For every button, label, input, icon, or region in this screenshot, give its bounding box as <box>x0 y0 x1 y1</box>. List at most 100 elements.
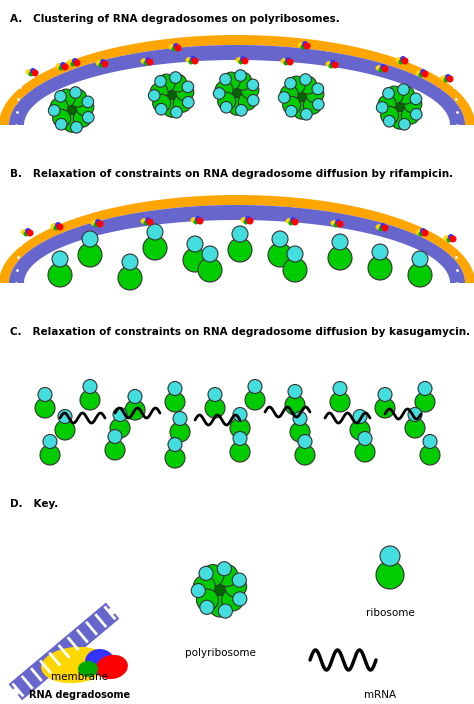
Circle shape <box>303 42 310 49</box>
Ellipse shape <box>416 229 425 235</box>
Circle shape <box>43 434 57 448</box>
Circle shape <box>228 238 252 262</box>
Circle shape <box>285 57 291 63</box>
Circle shape <box>337 220 344 227</box>
Circle shape <box>412 251 428 267</box>
Circle shape <box>183 248 207 272</box>
Circle shape <box>105 440 125 460</box>
Circle shape <box>444 77 448 82</box>
Circle shape <box>80 390 100 410</box>
Circle shape <box>113 408 127 422</box>
Ellipse shape <box>95 60 104 66</box>
Circle shape <box>408 408 422 422</box>
Circle shape <box>202 565 224 586</box>
Circle shape <box>217 562 231 576</box>
Circle shape <box>197 218 203 225</box>
Circle shape <box>125 400 145 420</box>
Ellipse shape <box>20 229 29 235</box>
Circle shape <box>28 72 34 77</box>
Text: membrane: membrane <box>52 672 109 682</box>
Circle shape <box>301 44 306 49</box>
Circle shape <box>209 595 231 617</box>
Circle shape <box>216 565 238 586</box>
Circle shape <box>200 601 214 615</box>
Circle shape <box>380 223 386 229</box>
Circle shape <box>55 222 61 228</box>
Circle shape <box>168 437 182 451</box>
Circle shape <box>248 379 262 394</box>
Circle shape <box>70 87 82 99</box>
Ellipse shape <box>140 218 149 224</box>
Circle shape <box>268 243 292 267</box>
Circle shape <box>312 99 324 110</box>
Circle shape <box>306 85 324 103</box>
Circle shape <box>24 232 28 237</box>
Ellipse shape <box>298 42 307 48</box>
Circle shape <box>380 64 386 70</box>
Circle shape <box>289 220 293 225</box>
Circle shape <box>55 420 75 440</box>
Circle shape <box>173 412 187 425</box>
Circle shape <box>379 68 383 73</box>
Circle shape <box>299 76 317 94</box>
Circle shape <box>225 575 246 597</box>
Circle shape <box>236 104 247 116</box>
Circle shape <box>202 246 218 262</box>
Circle shape <box>48 263 72 287</box>
Circle shape <box>27 230 34 237</box>
Circle shape <box>233 592 247 606</box>
Circle shape <box>169 74 187 92</box>
Ellipse shape <box>51 223 60 229</box>
Circle shape <box>72 58 78 64</box>
Circle shape <box>398 84 410 95</box>
Circle shape <box>330 392 350 412</box>
Circle shape <box>378 387 392 401</box>
Circle shape <box>447 75 454 82</box>
Circle shape <box>419 232 423 237</box>
Circle shape <box>383 115 395 127</box>
Circle shape <box>48 105 60 116</box>
Ellipse shape <box>444 235 453 241</box>
Circle shape <box>332 234 348 250</box>
Circle shape <box>146 58 154 65</box>
Circle shape <box>189 60 193 65</box>
Circle shape <box>245 390 265 410</box>
Circle shape <box>399 118 410 130</box>
Circle shape <box>293 412 307 425</box>
Circle shape <box>182 96 194 108</box>
Circle shape <box>56 223 64 230</box>
Circle shape <box>445 74 451 80</box>
Circle shape <box>35 398 55 418</box>
Circle shape <box>53 109 71 127</box>
Circle shape <box>401 106 419 124</box>
Ellipse shape <box>326 61 335 67</box>
Circle shape <box>145 217 151 223</box>
Circle shape <box>78 243 102 267</box>
Circle shape <box>245 216 251 222</box>
Ellipse shape <box>281 58 290 64</box>
Circle shape <box>30 68 36 74</box>
Circle shape <box>191 58 199 65</box>
Circle shape <box>246 218 254 225</box>
Text: ribosome: ribosome <box>365 608 414 618</box>
Circle shape <box>173 43 179 49</box>
Circle shape <box>99 63 103 68</box>
Circle shape <box>93 222 99 227</box>
Ellipse shape <box>185 57 194 63</box>
Circle shape <box>97 220 103 227</box>
Ellipse shape <box>440 75 449 81</box>
Circle shape <box>157 74 175 92</box>
Circle shape <box>60 62 66 68</box>
Circle shape <box>57 89 75 107</box>
Circle shape <box>283 96 301 114</box>
Circle shape <box>380 546 400 566</box>
Circle shape <box>379 227 383 232</box>
Circle shape <box>378 95 396 113</box>
Circle shape <box>283 61 289 65</box>
Circle shape <box>331 61 338 68</box>
Circle shape <box>222 589 244 611</box>
Circle shape <box>290 217 296 223</box>
Polygon shape <box>0 195 474 283</box>
Circle shape <box>397 86 415 104</box>
Circle shape <box>234 72 252 90</box>
